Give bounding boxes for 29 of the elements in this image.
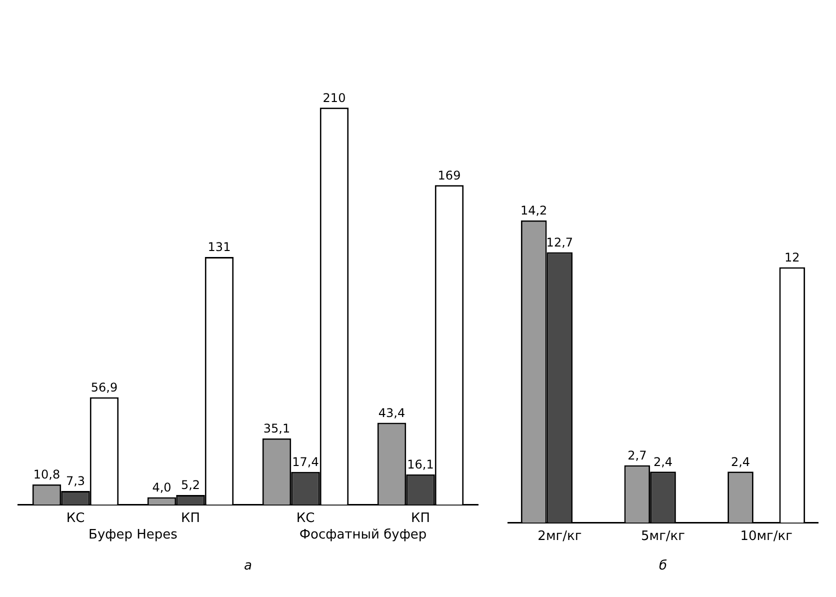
x-tick-label: КП (180, 510, 200, 526)
x-tick-label: КС (66, 510, 85, 526)
x-axis-title: а (244, 558, 252, 574)
data-label: 56,9 (90, 380, 118, 394)
text: Фосфатный буфер (299, 528, 427, 543)
data-label: 210 (322, 90, 346, 105)
text: Буфер Hepes (88, 528, 178, 543)
data-label: 5,2 (180, 478, 200, 492)
data-label: 17,4 (292, 455, 319, 470)
x-axis-title: б (658, 558, 668, 574)
data-label: 35,1 (263, 422, 290, 436)
x-tick-label: 2мг/кг (538, 528, 582, 544)
data-label: 4,0 (152, 480, 172, 494)
data-label: 12 (784, 250, 800, 264)
data-label: 43,4 (378, 406, 406, 420)
data-label: 10,8 (33, 468, 60, 482)
data-label: 14,2 (520, 203, 548, 218)
data-label: 2,4 (730, 454, 750, 469)
data-label: 16,1 (407, 457, 434, 472)
data-label: 169 (438, 168, 461, 182)
data-label: 2,7 (628, 448, 647, 462)
x-tick-label: КП (410, 510, 430, 526)
data-label: 2,4 (653, 454, 673, 469)
x-tick-label: 10мг/кг (740, 528, 793, 544)
data-label: 7,3 (66, 474, 86, 488)
data-label: 131 (208, 240, 231, 254)
data-label: 12,7 (546, 235, 574, 250)
x-tick-label: КС (296, 510, 315, 526)
x-tick-label: 5мг/кг (641, 528, 686, 544)
